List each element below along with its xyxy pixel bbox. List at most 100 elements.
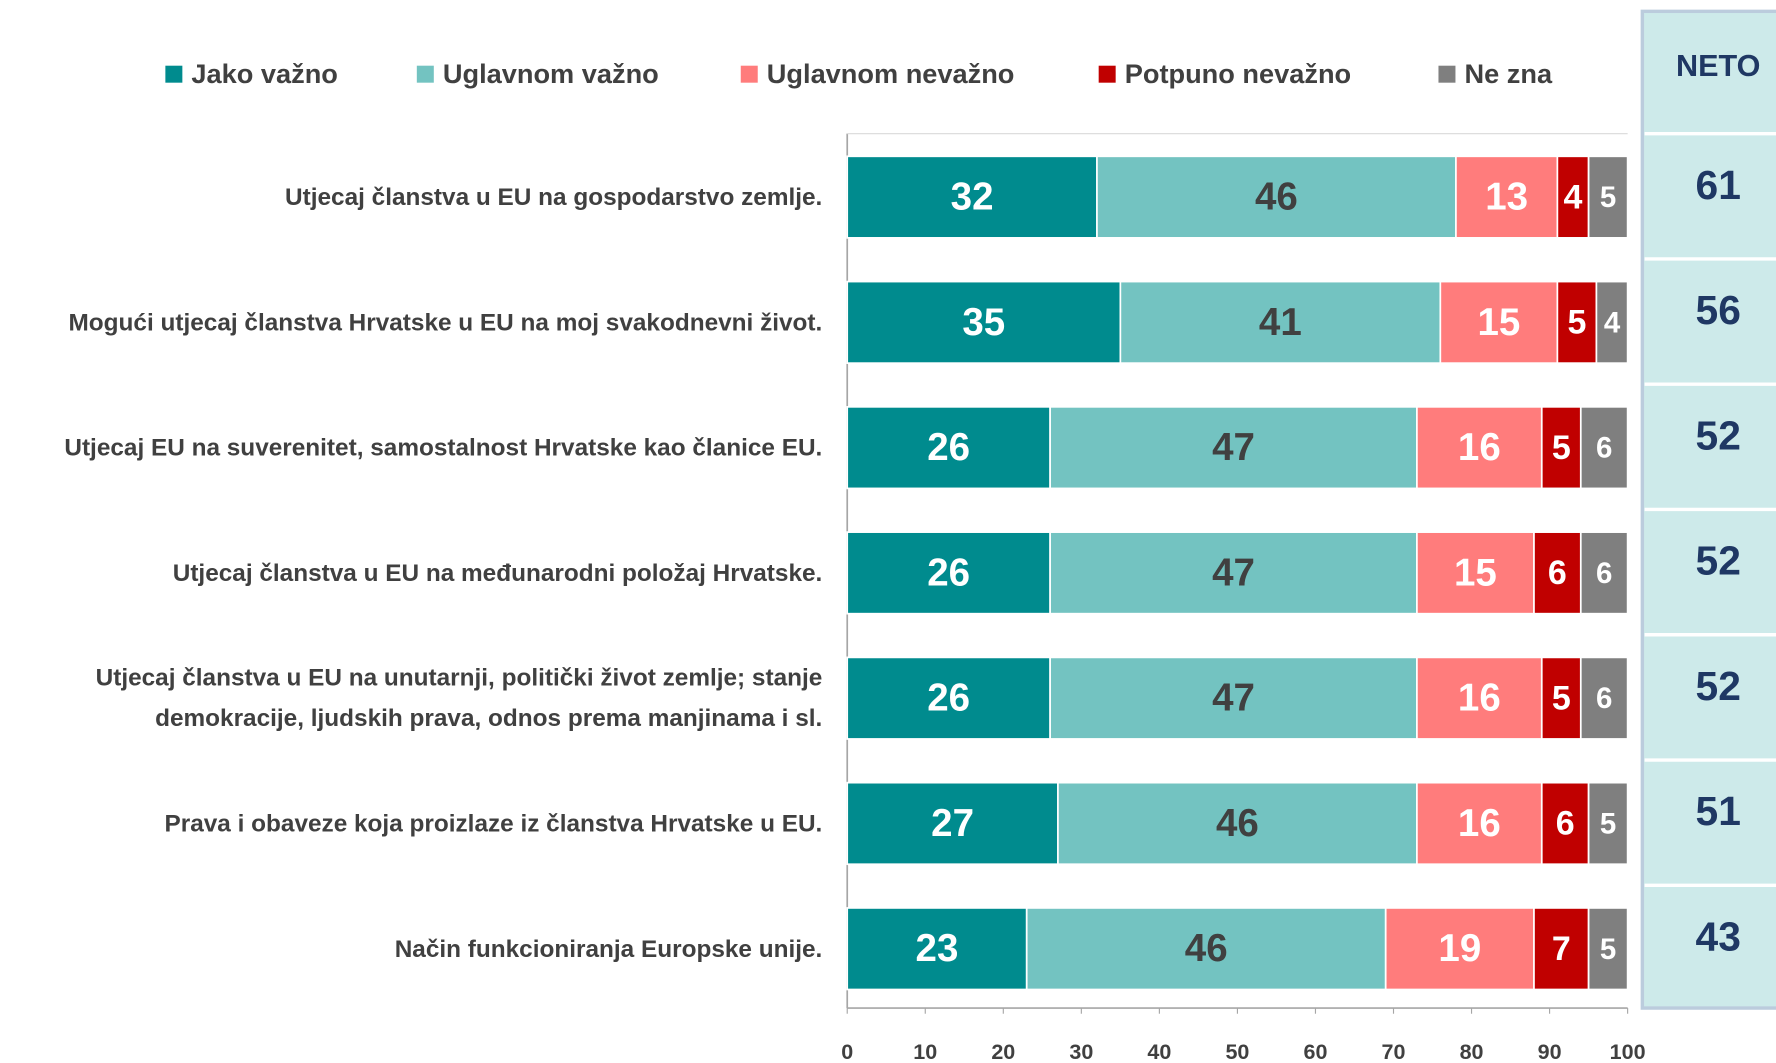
bar-segment [1587, 781, 1629, 866]
x-tick-label: 0 [841, 1040, 853, 1063]
data-label: 32 [951, 176, 994, 219]
x-tick-label: 10 [913, 1040, 937, 1063]
bar-segment [1533, 531, 1582, 615]
bar-segment [1049, 406, 1418, 490]
net-title: NETO [1676, 49, 1760, 83]
bar-segment [846, 406, 1051, 490]
bar-segment [1587, 155, 1629, 239]
data-label: 16 [1458, 802, 1501, 845]
data-label: 47 [1212, 551, 1255, 594]
legend-swatch [416, 65, 434, 83]
bar-segment [846, 280, 1122, 364]
data-label: 6 [1596, 682, 1612, 715]
legend-label: Potpuno nevažno [1125, 58, 1351, 89]
x-tick-label: 20 [991, 1040, 1015, 1063]
data-label: 26 [927, 426, 970, 469]
bar-segment [1057, 781, 1418, 866]
legend-swatch [165, 65, 183, 83]
net-value: 52 [1696, 538, 1741, 584]
legend-label: Jako važno [191, 58, 338, 89]
data-label: 6 [1596, 557, 1612, 590]
category-label: Utjecaj članstva u EU na međunarodni pol… [172, 559, 823, 587]
data-label: 4 [1564, 178, 1583, 216]
data-label: 35 [962, 301, 1005, 344]
category-label-box: Utjecaj članstva u EU na unutarnji, poli… [95, 664, 823, 733]
data-label: 16 [1458, 426, 1501, 469]
category-label: Utjecaj članstva u EU na unutarnji, poli… [95, 664, 823, 733]
data-label: 19 [1438, 927, 1481, 970]
category-label: Utjecaj članstva u EU na gospodarstvo ze… [285, 183, 823, 211]
data-label: 5 [1552, 429, 1571, 467]
data-label: 47 [1212, 426, 1255, 469]
bar-segment [1533, 907, 1590, 991]
data-label: 26 [927, 677, 970, 720]
data-label: 5 [1600, 807, 1616, 840]
data-label: 47 [1212, 677, 1255, 720]
category-label-box: Utjecaj članstva u EU na gospodarstvo ze… [285, 183, 823, 211]
net-value: 52 [1696, 663, 1741, 709]
bar-segment [1049, 531, 1418, 615]
data-label: 46 [1255, 176, 1298, 219]
data-label: 46 [1216, 802, 1259, 845]
bar-segment [1556, 155, 1590, 239]
data-label: 6 [1596, 432, 1612, 465]
legend-label: Ne zna [1465, 58, 1553, 89]
bar-segment [1540, 656, 1582, 740]
category-label-box: Način funkcioniranja Europske unije. [395, 935, 823, 962]
bar-segment [1579, 531, 1629, 615]
data-label: 27 [931, 802, 974, 845]
data-label: 15 [1477, 301, 1520, 344]
data-label: 46 [1185, 927, 1228, 970]
bar-segment [1540, 406, 1582, 490]
data-label: 6 [1548, 554, 1567, 592]
legend-label: Uglavnom nevažno [767, 58, 1015, 89]
data-label: 16 [1458, 677, 1501, 720]
bar-segment [846, 781, 1059, 866]
data-label: 5 [1552, 679, 1571, 717]
bar-segment [1416, 406, 1543, 490]
category-label: Prava i obaveze koja proizlaze iz članst… [164, 809, 823, 838]
bar-segment [846, 155, 1098, 239]
legend-swatch [740, 65, 758, 83]
data-label: 13 [1485, 176, 1528, 219]
category-label-box: Utjecaj članstva u EU na međunarodni pol… [172, 559, 823, 587]
category-label-box: Prava i obaveze koja proizlaze iz članst… [164, 809, 823, 838]
x-tick-label: 70 [1382, 1040, 1406, 1063]
bar-segment [1579, 406, 1629, 490]
x-tick-label: 90 [1538, 1040, 1562, 1063]
bar-segment [1587, 907, 1629, 991]
x-tick-label: 60 [1303, 1040, 1327, 1063]
bar-segment [846, 656, 1051, 740]
category-label-box: Utjecaj EU na suverenitet, samostalnost … [64, 434, 823, 462]
x-tick-label: 80 [1460, 1040, 1484, 1063]
bar-segment [1579, 656, 1629, 740]
bar-segment [1049, 656, 1418, 740]
net-value: 61 [1696, 162, 1741, 208]
bar-segment [1439, 280, 1559, 364]
data-label: 5 [1600, 181, 1616, 214]
bar-segment [1556, 280, 1598, 364]
x-tick-label: 100 [1610, 1040, 1646, 1063]
bar-segment [846, 531, 1051, 615]
bar-segment [1025, 907, 1387, 991]
bar-segment [1384, 907, 1535, 991]
net-value: 56 [1696, 287, 1741, 333]
data-label: 6 [1556, 805, 1575, 843]
category-label: Mogući utjecaj članstva Hrvatske u EU na… [68, 308, 823, 336]
data-label: 7 [1552, 930, 1571, 968]
bar-segment [846, 907, 1028, 991]
x-tick-label: 40 [1147, 1040, 1171, 1063]
category-label: Utjecaj EU na suverenitet, samostalnost … [64, 434, 823, 462]
data-label: 23 [916, 927, 959, 970]
x-tick-label: 30 [1069, 1040, 1093, 1063]
bar-segment [1119, 280, 1442, 364]
net-value: 43 [1696, 913, 1741, 959]
net-value: 51 [1696, 788, 1741, 834]
bar-segment [1096, 155, 1457, 239]
data-label: 4 [1604, 306, 1621, 339]
data-label: 41 [1259, 301, 1302, 344]
legend-label: Uglavnom važno [443, 58, 659, 89]
data-label: 5 [1600, 933, 1616, 966]
